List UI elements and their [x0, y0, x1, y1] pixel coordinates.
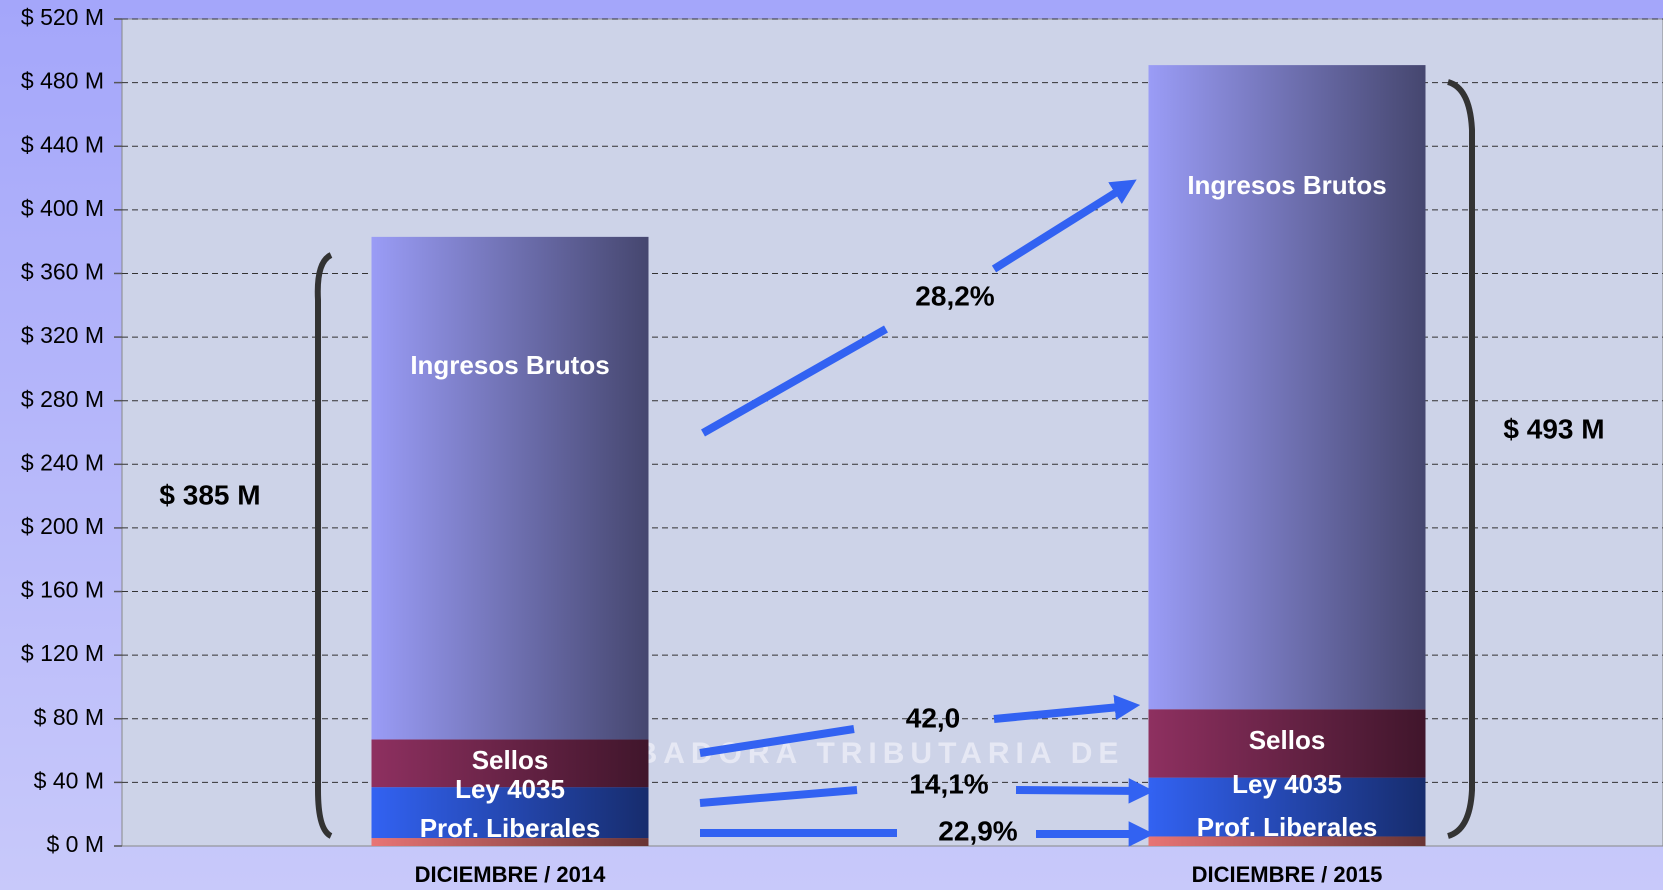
brackets	[314, 79, 1475, 839]
y-tick-label: $ 480 M	[21, 68, 104, 94]
annotation: 42,0	[906, 702, 961, 733]
annotation: 22,9%	[938, 815, 1017, 846]
bar-shade	[371, 739, 649, 788]
y-tick-label: $ 520 M	[21, 4, 104, 30]
segment-label: Ley 4035	[455, 774, 565, 804]
arrows	[699, 179, 1155, 847]
annotation: $ 493 M	[1503, 413, 1604, 444]
y-tick-label: $ 40 M	[34, 767, 104, 793]
segment-label: Ley 4035	[1232, 769, 1342, 799]
bar-shade	[371, 236, 649, 740]
y-tick-label: $ 200 M	[21, 513, 104, 539]
y-tick-label: $ 160 M	[21, 577, 104, 603]
segment-label: Sellos	[1249, 725, 1326, 755]
y-tick-label: $ 320 M	[21, 322, 104, 348]
y-tick-label: $ 0 M	[46, 831, 104, 857]
segment-label: Prof. Liberales	[1197, 812, 1378, 842]
annotation: $ 385 M	[159, 479, 260, 510]
bar-shade	[1148, 777, 1426, 837]
y-tick-label: $ 120 M	[21, 640, 104, 666]
x-tick-label: DICIEMBRE / 2014	[415, 862, 606, 887]
segment-label: Prof. Liberales	[420, 813, 601, 843]
annotation: 14,1%	[909, 768, 988, 799]
y-tick-label: $ 360 M	[21, 259, 104, 285]
bar-shade	[1148, 709, 1426, 778]
y-tick-label: $ 440 M	[21, 131, 104, 157]
annotation: 28,2%	[915, 280, 994, 311]
plot-area	[121, 18, 1663, 847]
bar-shade	[1148, 836, 1426, 846]
bar-shade	[371, 787, 649, 839]
bar-shade	[371, 838, 649, 846]
bar-shade	[1148, 65, 1426, 710]
y-tick-label: $ 400 M	[21, 195, 104, 221]
segment-label: Ingresos Brutos	[410, 350, 609, 380]
x-tick-label: DICIEMBRE / 2015	[1192, 862, 1383, 887]
y-tick-label: $ 240 M	[21, 449, 104, 475]
y-tick-label: $ 80 M	[34, 704, 104, 730]
segment-label: Ingresos Brutos	[1187, 170, 1386, 200]
y-tick-label: $ 280 M	[21, 386, 104, 412]
segment-label: Sellos	[472, 745, 549, 775]
